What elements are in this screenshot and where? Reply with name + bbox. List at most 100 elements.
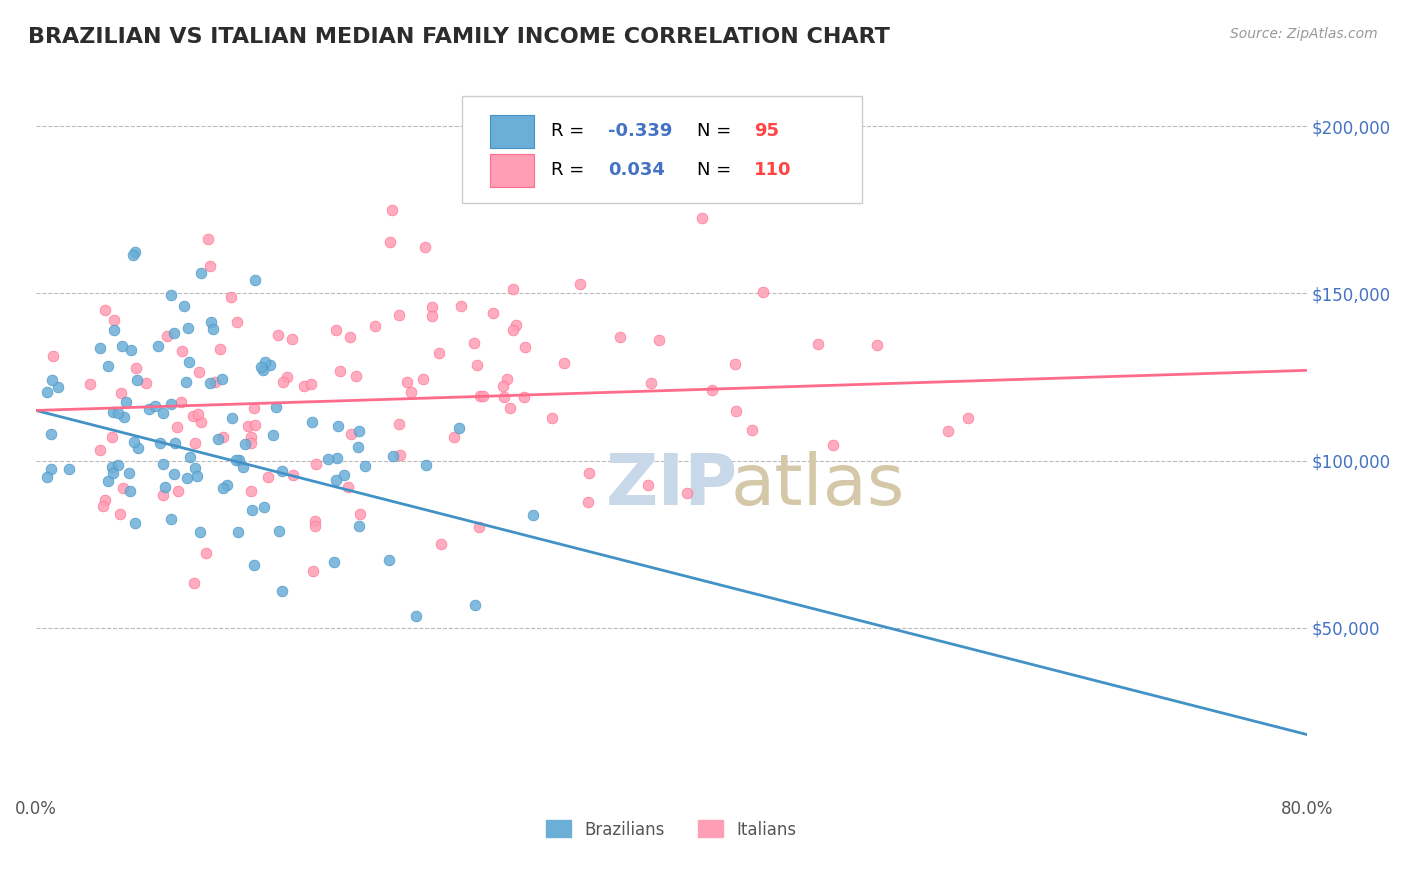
Point xyxy=(378,235,401,249)
Point xyxy=(325,474,347,488)
Point xyxy=(464,598,486,612)
Point xyxy=(496,372,519,386)
Point xyxy=(110,507,132,521)
Point xyxy=(267,524,290,538)
Point xyxy=(138,402,160,417)
Point xyxy=(233,437,256,451)
Point xyxy=(159,512,181,526)
Point xyxy=(299,376,322,391)
Point xyxy=(211,481,233,495)
Point xyxy=(281,467,304,482)
Point xyxy=(169,395,191,409)
Point xyxy=(576,495,599,509)
Point xyxy=(259,358,281,372)
Point xyxy=(170,344,193,359)
Point xyxy=(326,419,349,434)
Point xyxy=(145,400,167,414)
Point xyxy=(232,460,254,475)
Point xyxy=(690,211,713,226)
Point xyxy=(225,453,247,467)
Point xyxy=(46,380,69,394)
Point xyxy=(89,442,111,457)
Text: R =: R = xyxy=(551,122,589,140)
Point xyxy=(122,435,145,450)
Point xyxy=(267,328,290,343)
Point xyxy=(427,346,450,360)
Point xyxy=(648,333,671,347)
Text: N =: N = xyxy=(697,122,737,140)
Point xyxy=(177,321,200,335)
Point xyxy=(505,318,527,332)
Point xyxy=(305,457,328,471)
Point xyxy=(186,468,208,483)
Point xyxy=(741,423,763,437)
Point xyxy=(936,425,959,439)
Point xyxy=(502,282,524,296)
Point xyxy=(325,323,347,337)
Text: 95: 95 xyxy=(754,122,779,140)
Point xyxy=(243,273,266,287)
Point xyxy=(160,287,183,301)
Point xyxy=(124,516,146,531)
Point xyxy=(349,508,371,522)
Point xyxy=(242,401,264,416)
Text: R =: R = xyxy=(551,161,589,179)
Point xyxy=(238,419,260,434)
Point xyxy=(412,372,434,386)
Point xyxy=(159,396,181,410)
Point xyxy=(183,576,205,591)
Point xyxy=(257,470,280,484)
Point xyxy=(323,555,346,569)
Point xyxy=(96,359,118,373)
Point xyxy=(513,340,536,354)
Point xyxy=(249,359,271,374)
Point xyxy=(89,342,111,356)
FancyBboxPatch shape xyxy=(461,96,862,203)
Point xyxy=(187,407,209,421)
Point xyxy=(118,467,141,481)
Point xyxy=(149,436,172,450)
Point xyxy=(700,383,723,397)
Point xyxy=(522,508,544,522)
Point xyxy=(195,546,218,560)
Point xyxy=(243,418,266,433)
Point xyxy=(221,411,243,425)
Point xyxy=(752,285,775,300)
Bar xyxy=(489,115,534,148)
Point xyxy=(174,376,197,390)
Point xyxy=(865,338,887,352)
Point xyxy=(152,406,174,420)
Point xyxy=(190,266,212,280)
Point xyxy=(165,436,187,450)
Point xyxy=(91,499,114,513)
Point xyxy=(492,390,515,404)
Point xyxy=(41,373,63,387)
Point xyxy=(271,376,294,390)
Point xyxy=(405,608,427,623)
Point xyxy=(240,430,263,444)
Point xyxy=(262,428,284,442)
Point xyxy=(125,374,148,388)
Point xyxy=(94,302,117,317)
Point xyxy=(110,386,132,401)
Point xyxy=(468,389,491,403)
Point xyxy=(430,537,453,551)
Point xyxy=(302,564,325,578)
Point xyxy=(492,379,515,393)
Point xyxy=(42,349,65,363)
Point xyxy=(502,323,524,337)
Point xyxy=(179,450,201,464)
Point xyxy=(276,370,298,384)
Point xyxy=(481,305,503,319)
Point xyxy=(270,584,292,599)
Point xyxy=(207,432,229,446)
Point xyxy=(347,519,370,533)
Point xyxy=(197,232,219,246)
Point xyxy=(201,322,224,336)
Point xyxy=(301,415,323,429)
Point xyxy=(79,377,101,392)
Point xyxy=(226,524,249,539)
Point xyxy=(821,438,844,452)
Point xyxy=(609,329,631,343)
Point xyxy=(254,354,277,368)
